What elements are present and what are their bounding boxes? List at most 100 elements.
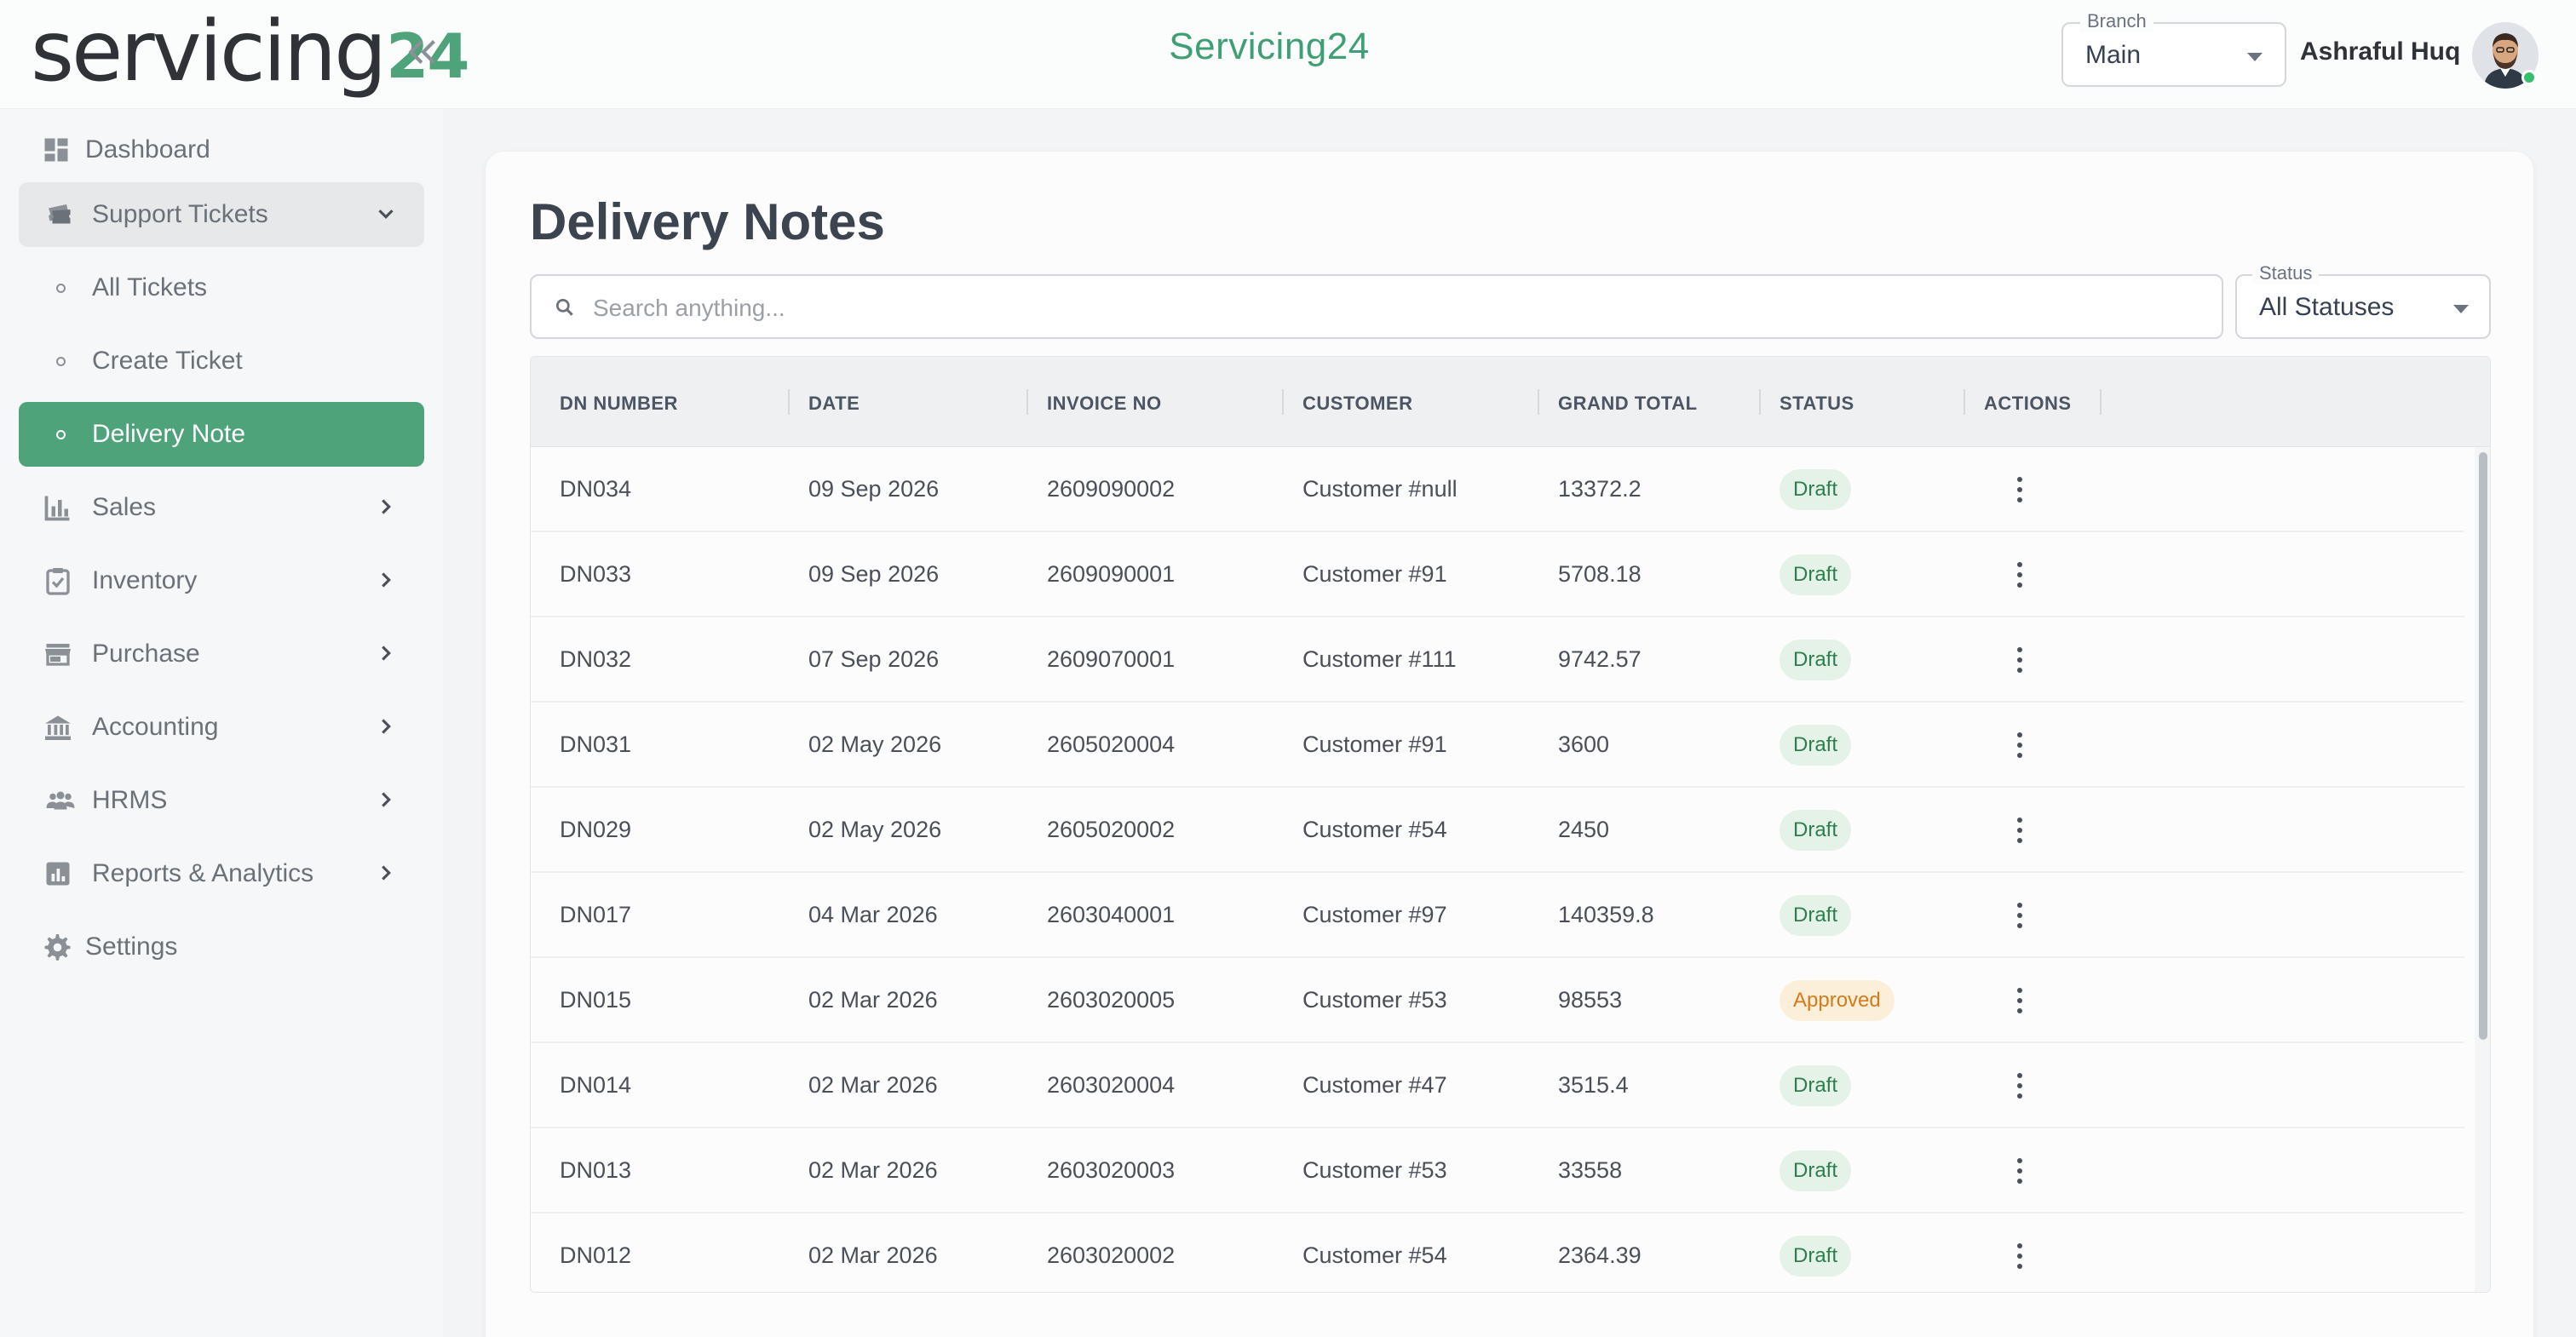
table-row[interactable]: DN029 02 May 2026 2605020002 Customer #5… bbox=[531, 788, 2464, 873]
sidebar-item-all-tickets[interactable]: All Tickets bbox=[19, 255, 424, 320]
sidebar: Dashboard Support Tickets All Tickets Cr… bbox=[0, 109, 443, 1337]
double-chevron-left-icon[interactable] bbox=[402, 31, 445, 73]
customer-cell: Customer #111 bbox=[1302, 646, 1457, 672]
sidebar-item-label: All Tickets bbox=[92, 273, 208, 301]
chevron-right-icon bbox=[382, 865, 391, 881]
analytics-icon bbox=[46, 862, 70, 886]
column-header-status[interactable]: STATUS bbox=[1780, 393, 1854, 414]
customer-cell: Customer #53 bbox=[1302, 987, 1447, 1013]
dn-number-cell: DN033 bbox=[560, 561, 632, 587]
column-resize-handle[interactable] bbox=[1282, 389, 1284, 415]
sidebar-item-create-ticket[interactable]: Create Ticket bbox=[19, 329, 424, 393]
branch-value: Main bbox=[2085, 41, 2142, 69]
column-header-date[interactable]: DATE bbox=[808, 393, 860, 414]
table-row[interactable]: DN033 09 Sep 2026 2609090001 Customer #9… bbox=[531, 532, 2464, 617]
search-input[interactable] bbox=[593, 291, 2194, 325]
avatar[interactable] bbox=[2472, 22, 2539, 89]
more-vert-icon[interactable] bbox=[2004, 813, 2035, 847]
more-vert-icon[interactable] bbox=[2004, 898, 2035, 932]
column-resize-handle[interactable] bbox=[788, 389, 790, 415]
invoice-no-cell: 2603020004 bbox=[1047, 1072, 1176, 1098]
sidebar-item-delivery-note[interactable]: Delivery Note bbox=[19, 402, 424, 467]
invoice-no-cell: 2609070001 bbox=[1047, 646, 1176, 672]
sidebar-item-purchase[interactable]: Purchase bbox=[19, 622, 424, 686]
invoice-no-cell: 2605020004 bbox=[1047, 732, 1176, 757]
sidebar-item-label: Settings bbox=[85, 932, 178, 961]
search-box[interactable] bbox=[530, 274, 2223, 339]
column-resize-handle[interactable] bbox=[2100, 389, 2102, 415]
table-row[interactable]: DN034 09 Sep 2026 2609090002 Customer #n… bbox=[531, 447, 2464, 532]
invoice-no-cell: 2609090001 bbox=[1047, 561, 1176, 587]
chevron-right-icon bbox=[382, 499, 391, 514]
chevron-right-icon bbox=[382, 646, 391, 661]
date-cell: 02 Mar 2026 bbox=[808, 987, 938, 1013]
chevron-right-icon bbox=[382, 572, 391, 588]
table-row[interactable]: DN032 07 Sep 2026 2609070001 Customer #1… bbox=[531, 617, 2464, 703]
user-name[interactable]: Ashraful Huq bbox=[2300, 37, 2461, 66]
more-vert-icon[interactable] bbox=[2004, 984, 2035, 1018]
grand-total-cell: 3515.4 bbox=[1558, 1072, 1629, 1098]
dn-number-cell: DN015 bbox=[560, 987, 632, 1013]
grand-total-cell: 33558 bbox=[1558, 1157, 1623, 1183]
grand-total-cell: 98553 bbox=[1558, 987, 1623, 1013]
scrollbar-thumb[interactable] bbox=[2479, 452, 2487, 1040]
invoice-no-cell: 2605020002 bbox=[1047, 817, 1176, 842]
dn-number-cell: DN012 bbox=[560, 1242, 632, 1268]
table-scrollbar[interactable] bbox=[2475, 447, 2490, 1292]
status-badge: Draft bbox=[1780, 469, 1852, 510]
grand-total-cell: 9742.57 bbox=[1558, 646, 1642, 672]
more-vert-icon[interactable] bbox=[2004, 1069, 2035, 1103]
sidebar-item-reports-analytics[interactable]: Reports & Analytics bbox=[19, 841, 424, 906]
grand-total-cell: 2450 bbox=[1558, 817, 1610, 842]
column-resize-handle[interactable] bbox=[1026, 389, 1028, 415]
invoice-no-cell: 2603040001 bbox=[1047, 902, 1176, 927]
more-vert-icon[interactable] bbox=[2004, 558, 2035, 592]
table-row[interactable]: DN017 04 Mar 2026 2603040001 Customer #9… bbox=[531, 873, 2464, 958]
sidebar-item-inventory[interactable]: Inventory bbox=[19, 548, 424, 613]
more-vert-icon[interactable] bbox=[2004, 643, 2035, 677]
sidebar-item-hrms[interactable]: HRMS bbox=[19, 768, 424, 833]
branch-select[interactable]: Branch Main bbox=[2061, 10, 2286, 87]
status-badge: Draft bbox=[1780, 1236, 1852, 1277]
status-filter-select[interactable]: Status All Statuses bbox=[2235, 262, 2491, 339]
table-row[interactable]: DN031 02 May 2026 2605020004 Customer #9… bbox=[531, 703, 2464, 788]
chevron-right-icon bbox=[382, 719, 391, 734]
bank-icon bbox=[45, 715, 71, 740]
table-row[interactable]: DN012 02 Mar 2026 2603020002 Customer #5… bbox=[531, 1214, 2464, 1292]
sidebar-item-settings[interactable]: Settings bbox=[19, 915, 424, 979]
table-row[interactable]: DN013 02 Mar 2026 2603020003 Customer #5… bbox=[531, 1128, 2464, 1214]
branch-label: Branch bbox=[2080, 10, 2153, 32]
date-cell: 07 Sep 2026 bbox=[808, 646, 940, 672]
customer-cell: Customer #54 bbox=[1302, 817, 1447, 842]
column-resize-handle[interactable] bbox=[1759, 389, 1761, 415]
table-row[interactable]: DN015 02 Mar 2026 2603020005 Customer #5… bbox=[531, 958, 2464, 1043]
column-header-actions: ACTIONS bbox=[1984, 393, 2072, 414]
customer-cell: Customer #91 bbox=[1302, 732, 1447, 757]
online-status-indicator bbox=[2521, 70, 2537, 85]
column-header-customer[interactable]: CUSTOMER bbox=[1302, 393, 1413, 414]
sidebar-item-dashboard[interactable]: Dashboard bbox=[19, 118, 424, 182]
column-resize-handle[interactable] bbox=[1538, 389, 1539, 415]
more-vert-icon[interactable] bbox=[2004, 1154, 2035, 1188]
more-vert-icon[interactable] bbox=[2004, 728, 2035, 762]
date-cell: 09 Sep 2026 bbox=[808, 561, 940, 587]
column-header-dn-number[interactable]: DN NUMBER bbox=[560, 393, 678, 414]
gear-icon bbox=[44, 934, 71, 961]
table-body: DN034 09 Sep 2026 2609090002 Customer #n… bbox=[531, 447, 2473, 1292]
bullet-icon bbox=[56, 430, 66, 439]
dashboard-icon bbox=[44, 138, 68, 162]
chevron-down-icon bbox=[378, 209, 394, 219]
more-vert-icon[interactable] bbox=[2004, 473, 2035, 507]
date-cell: 02 Mar 2026 bbox=[808, 1157, 938, 1183]
sidebar-item-support-tickets[interactable]: Support Tickets bbox=[19, 182, 424, 247]
sidebar-item-sales[interactable]: Sales bbox=[19, 475, 424, 540]
sidebar-item-accounting[interactable]: Accounting bbox=[19, 695, 424, 760]
sidebar-item-label: Reports & Analytics bbox=[92, 859, 314, 887]
column-header-grand-total[interactable]: GRAND TOTAL bbox=[1558, 393, 1698, 414]
customer-cell: Customer #54 bbox=[1302, 1242, 1447, 1268]
column-header-invoice-no[interactable]: INVOICE NO bbox=[1047, 393, 1162, 414]
table-row[interactable]: DN014 02 Mar 2026 2603020004 Customer #4… bbox=[531, 1043, 2464, 1128]
customer-cell: Customer #91 bbox=[1302, 561, 1447, 587]
more-vert-icon[interactable] bbox=[2004, 1239, 2035, 1273]
column-resize-handle[interactable] bbox=[1964, 389, 1965, 415]
